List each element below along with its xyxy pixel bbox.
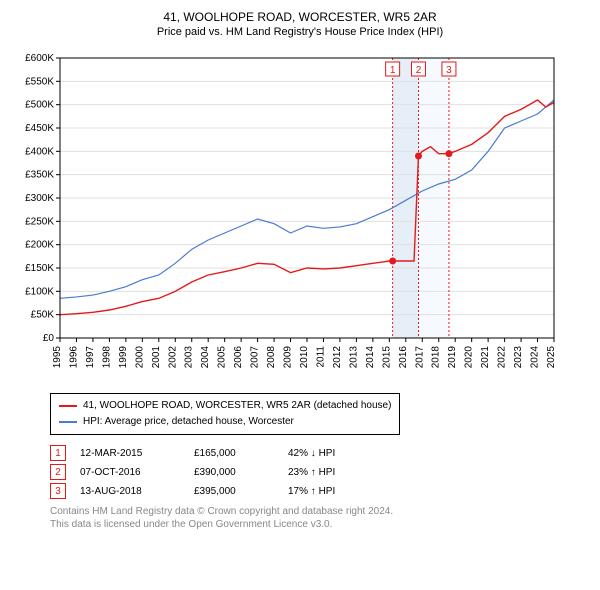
svg-text:£250K: £250K — [25, 216, 54, 227]
legend-swatch — [59, 421, 77, 423]
svg-text:2000: 2000 — [134, 346, 145, 369]
svg-text:£500K: £500K — [25, 100, 54, 111]
svg-text:2001: 2001 — [151, 346, 162, 369]
events-table: 1 12-MAR-2015 £165,000 42% ↓ HPI 2 07-OCT-201… — [50, 445, 590, 499]
svg-text:2003: 2003 — [184, 346, 195, 369]
svg-text:£350K: £350K — [25, 170, 54, 181]
svg-text:£600K: £600K — [25, 53, 54, 64]
event-price: £395,000 — [194, 486, 274, 497]
event-badge: 3 — [50, 483, 66, 499]
legend-item: 41, WOOLHOPE ROAD, WORCESTER, WR5 2AR (d… — [59, 398, 391, 414]
svg-text:2015: 2015 — [381, 346, 392, 369]
event-date: 13-AUG-2018 — [80, 486, 180, 497]
svg-text:2024: 2024 — [530, 346, 541, 369]
svg-text:1: 1 — [390, 65, 396, 76]
legend-label: 41, WOOLHOPE ROAD, WORCESTER, WR5 2AR (d… — [83, 398, 391, 414]
legend: 41, WOOLHOPE ROAD, WORCESTER, WR5 2AR (d… — [50, 393, 400, 435]
event-date: 12-MAR-2015 — [80, 448, 180, 459]
event-badge: 1 — [50, 445, 66, 461]
svg-text:2011: 2011 — [315, 346, 326, 368]
svg-text:2025: 2025 — [546, 346, 557, 369]
svg-text:2006: 2006 — [233, 346, 244, 369]
legend-swatch — [59, 405, 77, 407]
chart-title: 41, WOOLHOPE ROAD, WORCESTER, WR5 2AR — [10, 10, 590, 24]
svg-text:2014: 2014 — [365, 346, 376, 369]
event-row: 3 13-AUG-2018 £395,000 17% ↑ HPI — [50, 483, 590, 499]
svg-text:2: 2 — [416, 65, 422, 76]
event-price: £165,000 — [194, 448, 274, 459]
svg-text:2013: 2013 — [348, 346, 359, 369]
svg-text:1995: 1995 — [52, 346, 63, 369]
svg-text:2005: 2005 — [217, 346, 228, 369]
svg-text:£550K: £550K — [25, 76, 54, 87]
footer-line-2: This data is licensed under the Open Gov… — [50, 518, 590, 531]
event-row: 1 12-MAR-2015 £165,000 42% ↓ HPI — [50, 445, 590, 461]
svg-text:2012: 2012 — [332, 346, 343, 369]
chart-subtitle: Price paid vs. HM Land Registry's House … — [10, 26, 590, 38]
svg-text:2019: 2019 — [447, 346, 458, 369]
svg-text:2008: 2008 — [266, 346, 277, 369]
event-delta: 17% ↑ HPI — [288, 486, 335, 497]
svg-text:£0: £0 — [43, 333, 55, 344]
svg-text:£150K: £150K — [25, 263, 54, 274]
svg-text:2017: 2017 — [414, 346, 425, 369]
chart-svg: £0 £50K £100K £150K £200K £250K £300K £350K £400… — [10, 44, 570, 384]
svg-text:£200K: £200K — [25, 240, 54, 251]
svg-text:2020: 2020 — [464, 346, 475, 369]
svg-text:£400K: £400K — [25, 146, 54, 157]
event-price: £390,000 — [194, 467, 274, 478]
svg-text:2007: 2007 — [250, 346, 261, 369]
legend-label: HPI: Average price, detached house, Worc… — [83, 414, 294, 430]
svg-text:£300K: £300K — [25, 193, 54, 204]
legend-item: HPI: Average price, detached house, Worc… — [59, 414, 391, 430]
event-date: 07-OCT-2016 — [80, 467, 180, 478]
svg-text:2004: 2004 — [200, 346, 211, 369]
event-badge: 2 — [50, 464, 66, 480]
svg-text:2022: 2022 — [497, 346, 508, 369]
svg-text:1996: 1996 — [68, 346, 79, 369]
svg-text:3: 3 — [446, 65, 452, 76]
footer-attribution: Contains HM Land Registry data © Crown c… — [50, 505, 590, 531]
svg-text:2023: 2023 — [513, 346, 524, 369]
svg-text:£100K: £100K — [25, 286, 54, 297]
event-row: 2 07-OCT-2016 £390,000 23% ↑ HPI — [50, 464, 590, 480]
footer-line-1: Contains HM Land Registry data © Crown c… — [50, 505, 590, 518]
svg-text:1999: 1999 — [118, 346, 129, 369]
svg-text:2009: 2009 — [283, 346, 294, 369]
svg-text:£450K: £450K — [25, 123, 54, 134]
svg-text:1997: 1997 — [85, 346, 96, 369]
price-chart: £0 £50K £100K £150K £200K £250K £300K £350K £400… — [10, 44, 590, 387]
event-delta: 42% ↓ HPI — [288, 448, 335, 459]
svg-text:2016: 2016 — [398, 346, 409, 369]
svg-text:£50K: £50K — [31, 310, 55, 321]
svg-text:2021: 2021 — [480, 346, 491, 369]
svg-text:1998: 1998 — [101, 346, 112, 369]
svg-text:2002: 2002 — [167, 346, 178, 369]
svg-text:2010: 2010 — [299, 346, 310, 369]
event-delta: 23% ↑ HPI — [288, 467, 335, 478]
svg-text:2018: 2018 — [431, 346, 442, 369]
